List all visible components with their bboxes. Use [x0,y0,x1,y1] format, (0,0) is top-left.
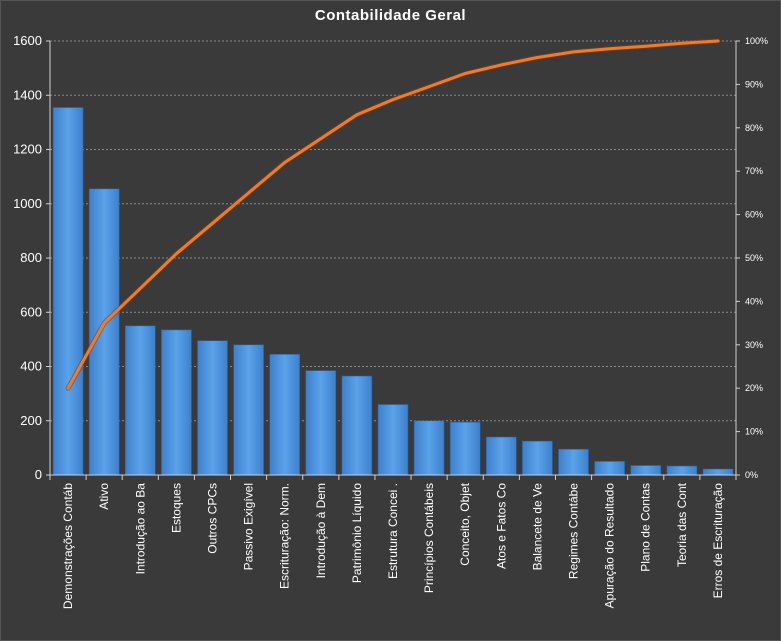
bar [233,344,264,476]
x-tick-label: Regimes Contábe [567,483,581,579]
x-tick-label: Ativo [97,483,111,510]
bar [630,465,662,476]
bar [413,420,445,476]
bars [52,107,734,476]
y2-tick-label: 10% [745,427,763,437]
x-tick-label: Outros CPCs [205,483,219,554]
cumulative-line-path [66,39,720,390]
x-tick-label: Demonstrações Contáb [61,483,75,609]
y2-tick-label: 60% [745,210,763,220]
bar [702,468,734,476]
x-tick-label: Erros de Escrituração [711,483,725,599]
y2-tick-label: 90% [745,79,763,89]
bar [197,340,228,476]
x-tick-label: Introdução ao Ba [133,483,147,575]
y2-tick-label: 40% [745,296,763,306]
bar [341,375,373,476]
y-tick-label: 1400 [13,87,42,102]
bar [377,404,409,476]
bar [305,370,337,476]
axes [46,40,740,480]
y2-tick-label: 80% [745,123,763,133]
bar [485,436,517,476]
y2-tick-label: 20% [745,383,763,393]
y2-tick-label: 50% [745,253,763,263]
y-tick-label: 0 [35,467,42,482]
x-tick-label: Atos e Fatos Co [494,483,508,569]
y-tick-label: 400 [20,359,42,374]
x-tick-label: Teoria das Cont [675,482,689,567]
x-tick-label: Introdução à Dem [314,483,328,578]
y2-tick-label: 70% [745,166,763,176]
bar [522,440,553,476]
bar [558,448,589,476]
tick-labels: 0 200 400 600 800 1000 1200 1400 1600 0% 10% 20% 30%… [13,33,768,609]
y-tick-label: 200 [20,413,42,428]
bar [125,325,156,476]
y-tick-label: 1000 [13,196,42,211]
x-tick-label: Apuração do Resultado [603,483,617,609]
x-tick-label: Estoques [169,483,183,533]
bar [594,461,625,476]
bar [161,329,192,476]
y2-tick-label: 0% [745,470,758,480]
y2-tick-label: 100% [745,36,768,46]
y-tick-label: 800 [20,250,42,265]
x-tick-label: Escrituração: Norm. [278,483,292,589]
bar [666,465,698,476]
bar [449,421,481,476]
x-tick-label: Passivo Exigível [242,483,256,570]
y2-tick-label: 30% [745,340,763,350]
y-tick-label: 1200 [13,142,42,157]
y-tick-label: 1600 [13,33,42,48]
x-tick-label: Estrutura Concei . [386,483,400,579]
chart-title: Contabilidade Geral [314,7,467,24]
x-tick-label: Patrimônio Líquido [350,483,364,583]
cumulative-line [65,38,721,391]
bar [269,353,301,476]
bar [52,107,84,476]
x-tick-label: Plano de Contas [639,483,653,572]
y-tick-label: 600 [20,304,42,319]
x-tick-label: Princípios Contábeis [422,483,436,593]
bar [88,188,120,476]
x-tick-label: Conceito, Objet [458,482,472,565]
x-tick-label: Balancete de Ve [530,483,544,571]
